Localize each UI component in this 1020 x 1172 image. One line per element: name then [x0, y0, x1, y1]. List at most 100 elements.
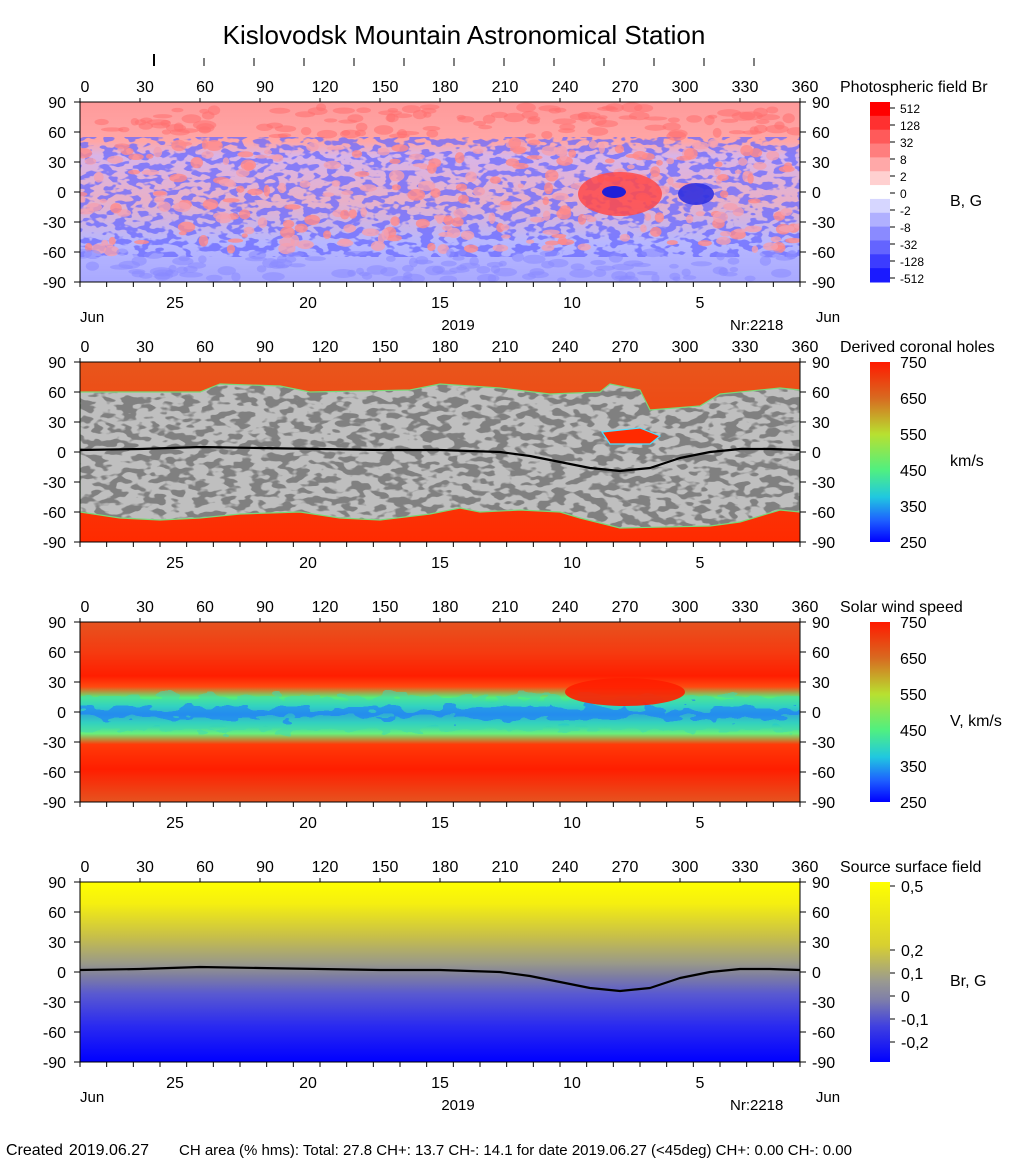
field-cell	[529, 268, 545, 276]
field-cell	[539, 250, 560, 257]
field-cell	[322, 192, 335, 197]
field-cell	[473, 120, 487, 127]
longitude-tick-label: 300	[672, 79, 699, 96]
field-cell	[153, 191, 167, 196]
latitude-tick-label-right: 60	[812, 905, 830, 922]
longitude-tick-label: 0	[81, 79, 90, 96]
field-cell	[595, 120, 619, 128]
field-cell	[236, 185, 245, 193]
field-cell	[452, 256, 465, 261]
field-cell	[80, 195, 86, 203]
field-cell	[354, 129, 367, 137]
longitude-tick-label: 180	[432, 599, 459, 616]
field-cell	[636, 270, 658, 276]
rotation-number: Nr:2218	[730, 317, 783, 334]
field-cell	[109, 264, 134, 270]
field-cell	[347, 114, 364, 123]
field-cell	[171, 107, 184, 113]
longitude-tick-label: 300	[672, 859, 699, 876]
field-cell	[306, 142, 319, 152]
field-cell	[786, 127, 800, 136]
field-cell	[344, 250, 368, 256]
field-cell	[272, 154, 284, 162]
field-cell	[552, 118, 577, 125]
field-cell	[146, 119, 171, 126]
month-label-right: Jun	[816, 309, 840, 326]
latitude-tick-label-left: 60	[48, 905, 66, 922]
latitude-tick-label-left: -90	[43, 275, 66, 292]
field-cell	[753, 161, 767, 170]
field-cell	[366, 265, 388, 275]
field-cell	[482, 114, 496, 124]
carrington-ticks	[153, 54, 755, 66]
field-cell	[454, 152, 465, 164]
field-cell	[84, 157, 97, 165]
field-cell	[205, 140, 223, 151]
field-cell	[605, 158, 615, 164]
field-cell	[541, 145, 559, 156]
fast-wind-bulge	[565, 678, 685, 706]
field-cell	[287, 252, 305, 258]
longitude-tick-label: 210	[492, 859, 519, 876]
month-label-left: Jun	[80, 309, 104, 326]
field-cell	[153, 146, 163, 158]
field-cell	[766, 150, 780, 161]
field-cell	[526, 155, 543, 160]
field-cell	[681, 268, 691, 277]
field-cell	[501, 234, 511, 239]
field-cell	[541, 130, 553, 139]
field-cell	[108, 236, 116, 246]
longitude-tick-label: 300	[672, 599, 699, 616]
slow-wind-band	[80, 696, 800, 730]
field-cell	[557, 236, 567, 246]
page-title: Kislovodsk Mountain Astronomical Station	[222, 20, 706, 50]
field-cell	[522, 273, 536, 280]
field-cell	[733, 228, 748, 233]
colorbar-tick-label: 450	[900, 723, 927, 740]
field-cell	[257, 217, 268, 228]
field-cell	[397, 129, 408, 139]
colorbar-tick-label: 650	[900, 651, 927, 668]
longitude-tick-label: 60	[196, 339, 214, 356]
field-cell	[190, 157, 204, 169]
field-cell	[597, 115, 608, 120]
longitude-tick-label: 60	[196, 859, 214, 876]
field-cell	[570, 263, 585, 271]
colorbar-label: Br, G	[950, 973, 986, 990]
field-cell	[134, 240, 150, 245]
latitude-tick-label-left: 0	[57, 965, 66, 982]
field-cell	[489, 176, 502, 184]
field-cell	[430, 188, 441, 198]
field-cell	[247, 188, 263, 196]
colorbar-step	[870, 240, 890, 255]
date-tick-label: 25	[166, 1075, 184, 1092]
longitude-tick-label: 180	[432, 859, 459, 876]
field-cell	[708, 138, 719, 149]
field-cell	[619, 233, 631, 242]
field-cell	[723, 202, 738, 211]
field-cell	[716, 236, 731, 245]
longitude-tick-label: 150	[372, 79, 399, 96]
field-cell	[377, 148, 390, 156]
field-cell	[517, 183, 525, 189]
field-cell	[719, 190, 729, 198]
longitude-tick-label: 90	[256, 339, 274, 356]
longitude-tick-label: 210	[492, 79, 519, 96]
field-cell	[492, 244, 509, 252]
date-tick-label: 15	[431, 295, 449, 312]
field-cell	[666, 157, 675, 165]
field-cell	[446, 248, 455, 258]
field-cell	[243, 162, 254, 172]
latitude-tick-label-left: 60	[48, 645, 66, 662]
field-cell	[158, 201, 171, 212]
latitude-tick-label-left: 0	[57, 705, 66, 722]
field-cell	[516, 102, 536, 113]
field-cell	[222, 198, 240, 203]
longitude-tick-label: 0	[81, 599, 90, 616]
colorbar-tick-label: -2	[900, 204, 911, 218]
field-cell	[643, 116, 668, 121]
latitude-tick-label-right: -60	[812, 505, 835, 522]
field-cell	[744, 275, 756, 282]
longitude-tick-label: 150	[372, 339, 399, 356]
